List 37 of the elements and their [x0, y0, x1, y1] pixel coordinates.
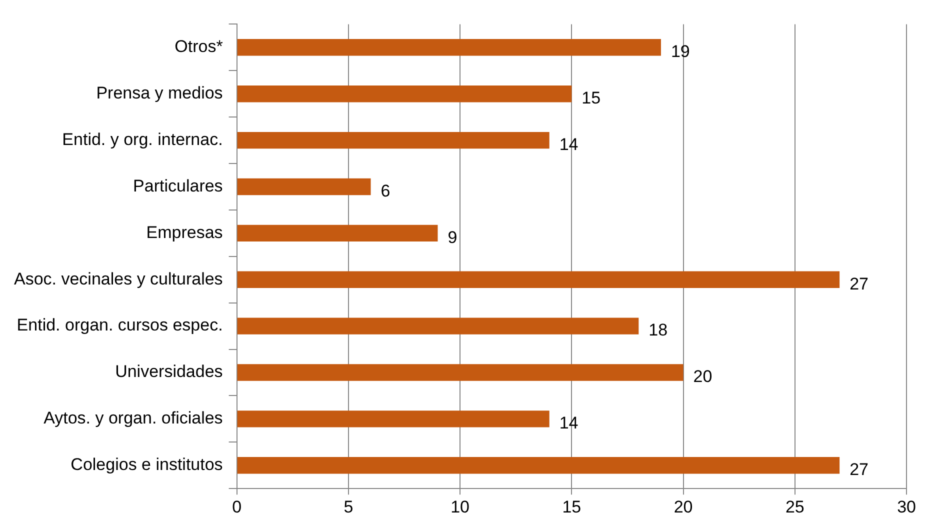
y-tick-label: Asoc. vecinales y culturales: [14, 269, 223, 288]
bar: [237, 410, 550, 428]
bar: [237, 318, 639, 334]
x-tick-label: 20: [674, 497, 693, 516]
data-label: 20: [693, 367, 712, 386]
data-label: 27: [850, 274, 868, 294]
bar: [237, 39, 661, 56]
data-label: 27: [850, 460, 868, 480]
data-label: 15: [582, 88, 601, 108]
y-tick-label: Entid. y org. internac.: [62, 130, 223, 149]
data-label: 19: [670, 42, 690, 62]
y-tick-label: Entid. organ. cursos espec.: [16, 316, 223, 335]
y-tick-label: Aytos. y organ. oficiales: [44, 408, 223, 428]
bar: [237, 178, 371, 196]
bar: [237, 364, 684, 381]
bar: [237, 86, 572, 102]
x-tick-label: 30: [897, 497, 916, 516]
x-tick-label: 15: [562, 497, 582, 516]
bar: [237, 224, 438, 242]
y-tick-label: Prensa y medios: [96, 84, 223, 103]
y-tick-label: Universidades: [115, 362, 223, 382]
data-label: 14: [559, 134, 578, 154]
bar: [237, 132, 550, 149]
data-label: 18: [648, 320, 668, 340]
x-tick-label: 0: [232, 497, 242, 516]
y-tick-label: Otros*: [174, 37, 224, 56]
y-tick-label: Particulares: [133, 176, 223, 196]
y-tick-label: Colegios e institutos: [70, 455, 223, 474]
x-tick-label: 25: [785, 497, 804, 516]
data-label: 6: [380, 181, 390, 200]
data-label: 9: [448, 228, 458, 247]
data-label: 14: [559, 414, 578, 433]
bar: [237, 271, 840, 288]
bar: [237, 457, 840, 474]
x-tick-label: 5: [344, 497, 354, 516]
x-tick-label: 10: [450, 497, 470, 516]
y-tick-label: Empresas: [146, 222, 223, 242]
